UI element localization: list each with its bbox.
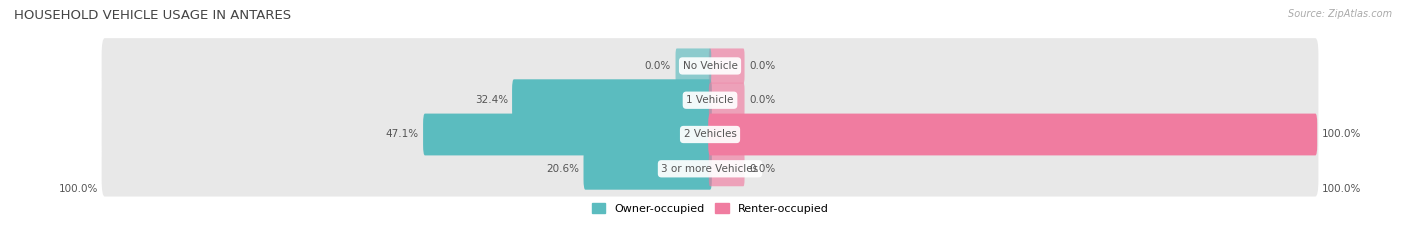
FancyBboxPatch shape [101, 141, 1319, 197]
Text: 47.1%: 47.1% [385, 130, 419, 140]
Legend: Owner-occupied, Renter-occupied: Owner-occupied, Renter-occupied [588, 199, 832, 218]
Text: 20.6%: 20.6% [547, 164, 579, 174]
Text: 100.0%: 100.0% [1322, 184, 1361, 194]
Text: 0.0%: 0.0% [749, 164, 776, 174]
FancyBboxPatch shape [709, 83, 745, 118]
FancyBboxPatch shape [101, 72, 1319, 128]
FancyBboxPatch shape [101, 107, 1319, 162]
Text: 1 Vehicle: 1 Vehicle [686, 95, 734, 105]
Text: 0.0%: 0.0% [749, 95, 776, 105]
FancyBboxPatch shape [101, 38, 1319, 94]
Text: Source: ZipAtlas.com: Source: ZipAtlas.com [1288, 9, 1392, 19]
FancyBboxPatch shape [423, 113, 711, 155]
Text: HOUSEHOLD VEHICLE USAGE IN ANTARES: HOUSEHOLD VEHICLE USAGE IN ANTARES [14, 9, 291, 22]
FancyBboxPatch shape [709, 151, 745, 186]
Text: No Vehicle: No Vehicle [682, 61, 738, 71]
Text: 3 or more Vehicles: 3 or more Vehicles [661, 164, 759, 174]
FancyBboxPatch shape [709, 113, 1317, 155]
Text: 100.0%: 100.0% [1322, 130, 1361, 140]
Text: 2 Vehicles: 2 Vehicles [683, 130, 737, 140]
Text: 0.0%: 0.0% [749, 61, 776, 71]
FancyBboxPatch shape [512, 79, 711, 121]
Text: 32.4%: 32.4% [475, 95, 508, 105]
Text: 0.0%: 0.0% [644, 61, 671, 71]
FancyBboxPatch shape [709, 48, 745, 83]
Text: 100.0%: 100.0% [59, 184, 98, 194]
FancyBboxPatch shape [675, 48, 711, 83]
FancyBboxPatch shape [583, 148, 711, 190]
